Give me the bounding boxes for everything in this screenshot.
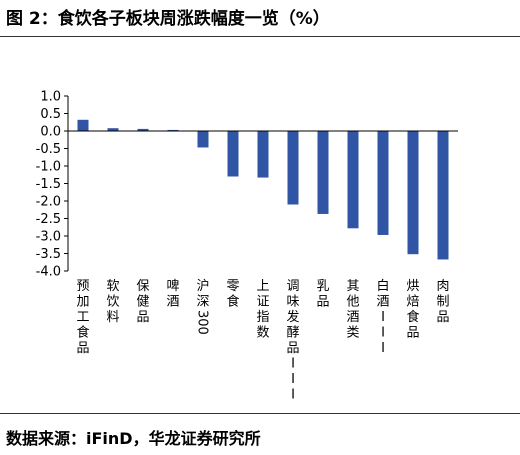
category-label-char: 指: [256, 310, 269, 325]
category-label-char: 品: [286, 341, 299, 356]
category-label-char: 焙: [406, 295, 419, 310]
bar-9: [317, 131, 329, 214]
category-label-char: 工: [76, 310, 89, 325]
y-tick-label: -4.0: [36, 265, 61, 280]
y-tick-label: -1.0: [36, 160, 61, 175]
category-label-char: 类: [346, 326, 359, 341]
category-label: 零食: [226, 279, 239, 310]
bar-8: [287, 131, 299, 205]
category-label-char: 乳: [316, 279, 329, 294]
y-tick-label: 0.5: [40, 107, 61, 122]
y-tick-label: -3.5: [36, 247, 61, 262]
category-label-char: 数: [256, 326, 269, 341]
category-label: 肉制品: [436, 279, 449, 325]
bar-chart: 1.0 0.5 0.0 -0.5 -1.0 -1.5 -2.0 -2.5 -3.0 -3.5 -4.…: [36, 90, 458, 403]
figure-title: 图 2：食饮各子板块周涨跌幅度一览（%）: [6, 9, 330, 29]
bar-12: [407, 131, 419, 255]
category-label: 保健品: [136, 279, 149, 325]
category-label-char: 他: [346, 295, 359, 310]
category-label-char: 健: [136, 295, 149, 310]
category-label: 软饮料: [106, 279, 119, 325]
y-tick-label: -1.5: [36, 177, 61, 192]
category-label-char: 证: [256, 295, 269, 310]
category-label-char: 烘: [406, 279, 419, 294]
bar-13: [437, 131, 449, 260]
category-label-char: 调: [286, 279, 299, 294]
category-label-char: 制: [436, 295, 449, 310]
category-label-char: 沪: [196, 278, 209, 294]
category-label-char: I: [291, 372, 295, 387]
y-tick-label: -2.0: [36, 195, 61, 210]
category-label-char: 酒: [376, 295, 389, 310]
category-label-char: 保: [136, 279, 149, 294]
bar-10: [347, 131, 359, 229]
bars: [77, 119, 449, 260]
category-label-char: 品: [76, 341, 89, 356]
bar-3: [137, 128, 149, 131]
y-axis: 1.0 0.5 0.0 -0.5 -1.0 -1.5 -2.0 -2.5 -3.0 -3.5 -4.…: [36, 90, 69, 280]
top-divider: [0, 36, 520, 37]
bottom-divider: [0, 413, 520, 414]
category-label: 乳品: [316, 279, 329, 310]
bar-6: [227, 131, 239, 177]
category-label-char: 预: [76, 279, 89, 294]
y-tick-label: -3.0: [36, 230, 61, 245]
category-label-char: 食: [406, 309, 419, 325]
category-labels: 预加工食品软饮料保健品啤酒沪深300零食上证指数调味发酵品III乳品其他酒类白酒…: [76, 278, 449, 403]
category-label-char: 酵: [286, 326, 299, 341]
category-label-char: 味: [286, 295, 299, 310]
bar-11: [377, 131, 389, 235]
category-label-char: 酒: [346, 310, 359, 325]
bar-7: [257, 131, 269, 178]
category-label-char: 其: [346, 279, 359, 294]
category-label-char: 食: [76, 325, 89, 341]
category-label-char: 白: [376, 278, 389, 294]
category-label-char: 品: [316, 295, 329, 310]
category-label-char: 品: [436, 310, 449, 325]
bar-4: [167, 129, 179, 131]
y-tick-label: 0.0: [40, 125, 61, 140]
category-label-char: 软: [106, 279, 119, 294]
category-label-char: 饮: [106, 295, 119, 310]
y-tick-label: 1.0: [40, 90, 61, 105]
category-label-char: I: [291, 388, 295, 403]
category-label-char: 深: [196, 295, 209, 310]
category-label-char: I: [381, 341, 385, 356]
category-label-char: I: [381, 326, 385, 341]
category-label-digits: 300: [195, 310, 210, 335]
category-label-char: 啤: [166, 279, 179, 294]
category-label: 啤酒: [166, 279, 179, 310]
category-label-char: 发: [286, 309, 299, 325]
category-label-char: 品: [136, 310, 149, 325]
category-label-char: 食: [226, 294, 239, 310]
y-tick-label: -2.5: [36, 212, 61, 227]
bar-2: [107, 128, 119, 131]
category-label-char: I: [291, 357, 295, 372]
category-label-char: 加: [76, 295, 89, 310]
category-label-char: 零: [226, 279, 239, 294]
category-label-char: 上: [256, 279, 269, 294]
category-label-char: 料: [106, 310, 119, 325]
data-source: 数据来源：iFinD，华龙证券研究所: [6, 429, 261, 448]
bar-5: [197, 131, 209, 148]
category-label-char: 肉: [436, 279, 449, 294]
bar-1: [77, 119, 89, 131]
category-label-char: 品: [406, 326, 419, 341]
category-label-char: 酒: [166, 295, 179, 310]
y-tick-label: -0.5: [36, 142, 61, 157]
category-label-char: I: [381, 310, 385, 325]
